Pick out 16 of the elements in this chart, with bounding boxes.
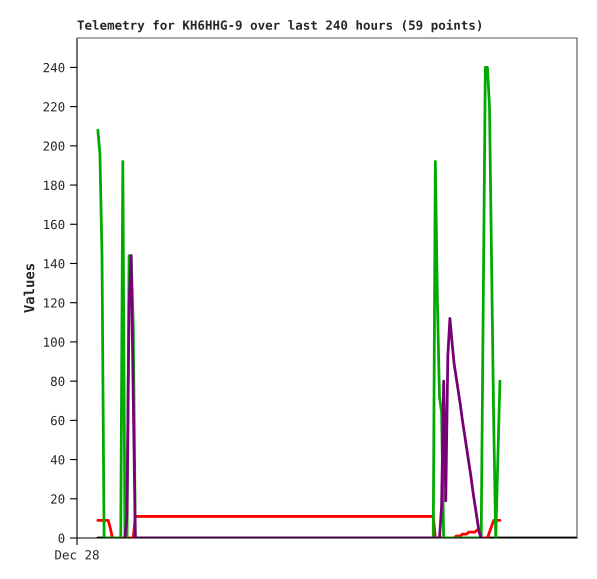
y-tick-label: 180	[44, 180, 64, 190]
y-tick-label: 40	[50, 455, 64, 465]
y-tick-label: 140	[44, 258, 64, 268]
y-tick-label: 200	[44, 141, 64, 151]
y-axis-title: Values	[24, 264, 34, 313]
y-tick-label: 240	[44, 62, 64, 72]
y-tick-label: 100	[44, 337, 64, 347]
y-tick-label: 220	[44, 102, 64, 112]
x-tick-label: Dec 28	[55, 550, 99, 560]
chart-title: Telemetry for KH6HHG-9 over last 240 hours (59 points)	[78, 20, 482, 32]
y-tick-label: 20	[51, 494, 64, 504]
y-tick-label: 60	[50, 416, 64, 426]
y-tick-label: 0	[58, 534, 64, 543]
y-tick-label: 80	[50, 376, 64, 386]
y-tick-label: 120	[44, 298, 64, 308]
y-tick-label: 160	[44, 220, 64, 230]
